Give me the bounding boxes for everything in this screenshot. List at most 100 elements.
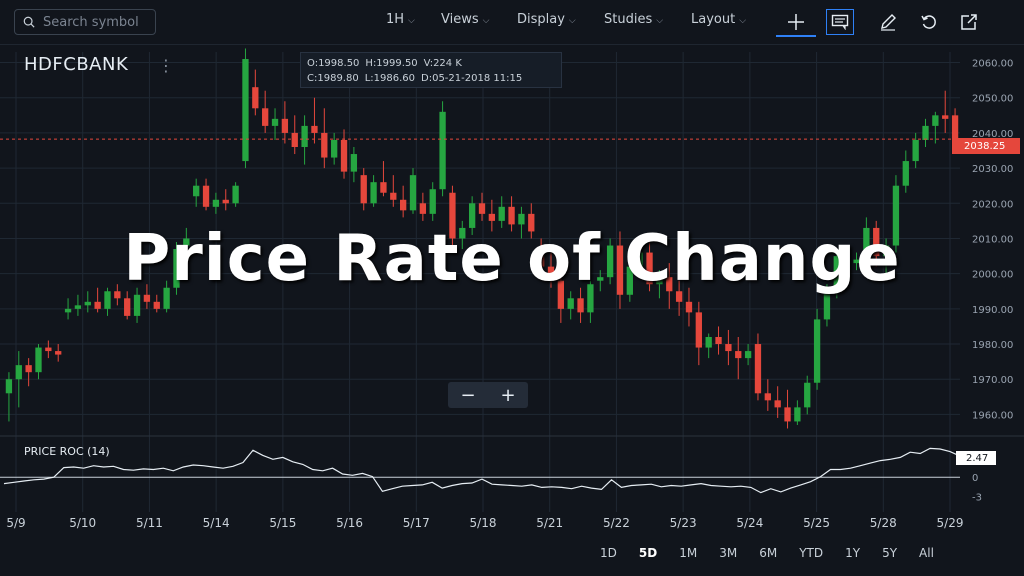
ohlc-low: L:1986.60 [364, 73, 416, 84]
interval-menu[interactable]: 1H ⌵ [386, 12, 415, 27]
interval-label: 1H [386, 12, 405, 27]
draw-button[interactable] [874, 9, 902, 35]
candle-body [715, 337, 722, 345]
candle-body [321, 132, 328, 158]
date-tick-label: 5/24 [736, 516, 763, 530]
candle-body [804, 382, 811, 408]
date-tick-label: 5/9 [6, 516, 25, 530]
range-ytd[interactable]: YTD [799, 546, 824, 560]
candle-body [193, 185, 200, 197]
candle-body [25, 365, 32, 373]
layout-menu[interactable]: Layout ⌵ [691, 12, 746, 27]
price-chart[interactable]: 1960.00 1970.00 1980.00 1990.00 2000.00 2010.… [0, 44, 1024, 544]
date-axis: 5/9 5/10 5/11 5/14 5/15 5/16 5/17 5/18 5/21 5/22 5… [6, 516, 963, 530]
undo-icon [921, 15, 936, 29]
candle-body [488, 213, 496, 221]
range-1d[interactable]: 1D [600, 546, 617, 560]
search-box[interactable] [14, 9, 156, 35]
candle-body [45, 347, 52, 352]
date-tick-label: 5/18 [470, 516, 497, 530]
candle-body [124, 298, 131, 316]
range-5d[interactable]: 5D [638, 546, 658, 560]
date-tick-label: 5/11 [136, 516, 163, 530]
views-label: Views [441, 12, 479, 27]
price-tick-label: 2050.00 [972, 94, 1013, 105]
current-price-tag: 2038.25 [952, 138, 1020, 154]
candle-body [597, 277, 604, 281]
range-5y[interactable]: 5Y [882, 546, 898, 560]
search-input[interactable] [41, 13, 155, 31]
comment-icon [831, 14, 849, 30]
candle-body [459, 227, 466, 239]
candle-body [518, 213, 525, 225]
candle-body [656, 277, 663, 285]
ohlc-high: H:1999.50 [365, 58, 418, 69]
roc-study-label[interactable]: PRICE ROC (14) [24, 445, 110, 458]
candle-body [252, 87, 259, 109]
symbol-more-icon[interactable]: ⋮ [158, 56, 174, 75]
range-6m[interactable]: 6M [759, 546, 778, 560]
range-3m[interactable]: 3M [719, 546, 738, 560]
candle-body [370, 182, 377, 204]
candle-body [74, 305, 82, 309]
candle-body [912, 139, 919, 162]
candle-body [547, 266, 555, 281]
candle-body [666, 277, 673, 292]
candle-body [537, 249, 545, 267]
price-tick-label: 2030.00 [972, 164, 1013, 175]
display-menu[interactable]: Display ⌵ [517, 12, 576, 27]
ohlc-close: C:1989.80 [307, 73, 359, 84]
chevron-down-icon: ⌵ [656, 16, 664, 26]
share-button[interactable] [955, 9, 983, 35]
candle-body [616, 245, 624, 295]
candle-body [133, 294, 141, 316]
price-axis: 1960.00 1970.00 1980.00 1990.00 2000.00 2010.… [972, 59, 1013, 422]
price-tick-label: 1990.00 [972, 305, 1013, 316]
candles [5, 48, 959, 429]
candle-body [685, 301, 693, 313]
candle-body [55, 351, 62, 355]
candle-body [301, 125, 308, 147]
comment-button[interactable] [826, 9, 854, 35]
candle-body [735, 351, 742, 359]
candle-body [439, 111, 446, 190]
candle-body [863, 227, 870, 260]
range-1m[interactable]: 1M [679, 546, 698, 560]
price-tick-label: 1960.00 [972, 410, 1013, 421]
candle-body [262, 108, 269, 126]
zoom-in-button[interactable]: + [500, 384, 516, 406]
chevron-down-icon: ⌵ [739, 16, 747, 26]
pencil-icon [881, 14, 896, 31]
candle-body [557, 280, 564, 309]
candle-body [606, 245, 614, 278]
candle-body [380, 182, 387, 193]
candle-body [15, 365, 22, 380]
candle-body [675, 291, 683, 302]
crosshair-button[interactable] [776, 9, 816, 37]
range-all[interactable]: All [919, 546, 934, 560]
candle-body [587, 284, 594, 313]
zoom-controls: − + [448, 382, 528, 408]
candle-body [794, 407, 801, 422]
range-1y[interactable]: 1Y [845, 546, 861, 560]
candle-body [942, 115, 949, 119]
price-tick-label: 2060.00 [972, 59, 1013, 70]
undo-button[interactable] [915, 9, 943, 35]
views-menu[interactable]: Views ⌵ [441, 12, 489, 27]
date-tick-label: 5/17 [403, 516, 430, 530]
candle-body [932, 115, 939, 126]
candle-body [104, 291, 111, 309]
zoom-out-button[interactable]: − [460, 384, 476, 406]
candle-body [291, 132, 298, 147]
candle-body [892, 185, 900, 246]
candle-body [212, 199, 220, 207]
candle-body [163, 287, 170, 309]
candle-body [882, 245, 890, 257]
candle-body [725, 344, 732, 352]
candle-body [153, 301, 160, 309]
studies-menu[interactable]: Studies ⌵ [604, 12, 663, 27]
candle-body [833, 256, 840, 292]
date-tick-label: 5/25 [803, 516, 830, 530]
candle-body [242, 59, 249, 162]
price-tick-label: 2020.00 [972, 199, 1013, 210]
